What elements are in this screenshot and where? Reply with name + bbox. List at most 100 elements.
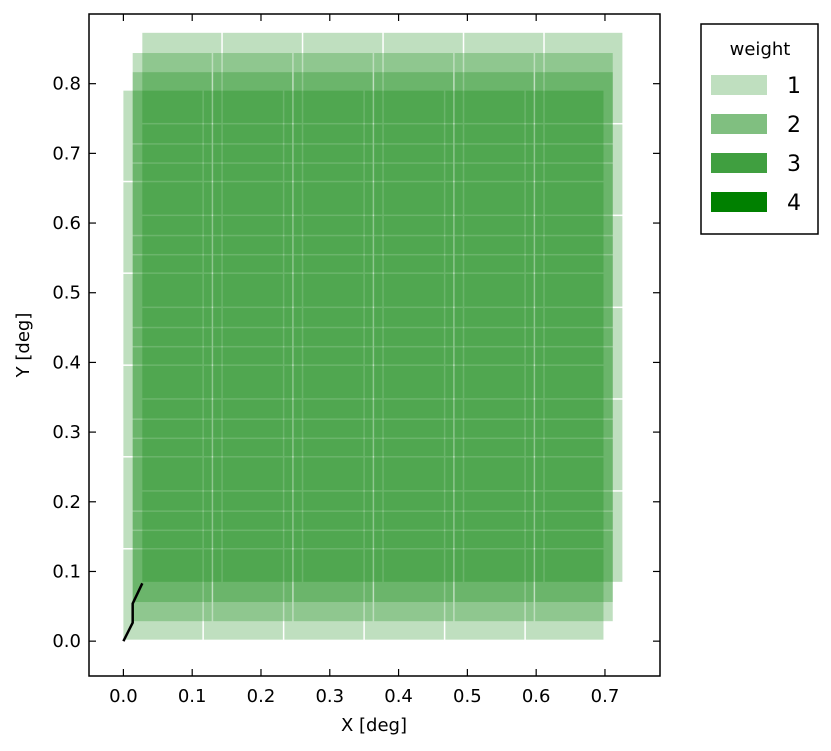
coverage-tile [445, 90, 525, 181]
coverage-tile [284, 90, 364, 181]
coverage-tile [454, 72, 534, 163]
coverage-tile [374, 72, 454, 163]
coverage-tile [464, 308, 544, 399]
dither-path [122, 582, 144, 642]
coverage-tile [222, 216, 302, 307]
coverage-tile [464, 399, 544, 491]
coverage-tile [525, 549, 604, 640]
coverage-tile [293, 511, 373, 603]
x-axis-ticks: 0.0 0.1 0.2 0.3 0.4 0.5 0.6 0.7 [109, 14, 619, 707]
y-tick-label: 0.5 [52, 283, 81, 304]
y-tick-label: 0.3 [52, 422, 81, 443]
coverage-tile [303, 399, 383, 491]
legend: weight 1 2 3 4 [700, 23, 819, 235]
coverage-tile [213, 144, 293, 235]
coverage-tile [544, 308, 623, 399]
coverage-tile [525, 365, 604, 457]
coverage-tile [374, 144, 454, 235]
coverage-tile [284, 365, 364, 457]
coverage-tile [213, 419, 293, 511]
coverage-tile [203, 90, 283, 181]
coverage-tile [293, 236, 373, 327]
coverage-tile [142, 399, 222, 491]
coverage-tile [213, 328, 293, 419]
coverage-tile [203, 457, 283, 549]
legend-swatch [711, 153, 767, 173]
coverage-tile [142, 491, 222, 582]
coverage-tile [454, 419, 534, 511]
coverage-tile [132, 511, 212, 603]
legend-label: 1 [787, 74, 801, 99]
coverage-tile [132, 419, 212, 511]
coverage-tile [464, 216, 544, 307]
coverage-tile [383, 216, 463, 307]
coverage-tile [293, 255, 373, 346]
coverage-tile [142, 124, 222, 215]
coverage-tile [544, 124, 623, 215]
coverage-tile [132, 72, 212, 163]
coverage-tile [132, 347, 212, 438]
coverage-tile [383, 308, 463, 399]
coverage-tile [535, 255, 613, 346]
coverage-tile [445, 182, 525, 273]
coverage-tile [284, 182, 364, 273]
coverage-tile [445, 273, 525, 365]
y-axis-ticks: 0.0 0.1 0.2 0.3 0.4 0.5 0.6 0.7 0.8 [52, 74, 660, 652]
dither-path-line [122, 582, 144, 642]
coverage-tile [544, 32, 623, 123]
coverage-tile [464, 491, 544, 582]
coverage-tile [123, 273, 203, 365]
coverage-tile [364, 365, 444, 457]
coverage-tile [293, 163, 373, 254]
coverage-tile [123, 365, 203, 457]
coverage-tile [132, 439, 212, 530]
coverage-tile [454, 328, 534, 419]
coverage-tile [454, 511, 534, 603]
coverage-tile [535, 328, 613, 419]
y-tick-label: 0.1 [52, 561, 81, 582]
coverage-tile [525, 182, 604, 273]
coverage-tile [213, 511, 293, 603]
weight-tiles [123, 32, 623, 640]
coverage-tile [222, 124, 302, 215]
coverage-tile [303, 216, 383, 307]
coverage-tile [222, 491, 302, 582]
coverage-tile [374, 347, 454, 438]
coverage-tile [284, 549, 364, 640]
coverage-tile [213, 72, 293, 163]
coverage-tile [454, 236, 534, 327]
coverage-tile [123, 90, 203, 181]
coverage-tile [132, 236, 212, 327]
plot-frame [88, 13, 661, 677]
coverage-tile [535, 511, 613, 603]
legend-label: 2 [787, 113, 801, 138]
dither-pass [123, 90, 604, 640]
coverage-tile [213, 53, 293, 144]
coverage-tile [454, 439, 534, 530]
coverage-tile [454, 255, 534, 346]
legend-label: 4 [787, 191, 801, 216]
coverage-tile [213, 163, 293, 254]
coverage-tile [535, 347, 613, 438]
coverage-tile [544, 491, 623, 582]
coverage-tile [132, 531, 212, 622]
coverage-tile [293, 347, 373, 438]
coverage-tile [535, 144, 613, 235]
y-tick-label: 0.4 [52, 352, 81, 373]
coverage-tile [142, 216, 222, 307]
coverage-tile [364, 549, 444, 640]
coverage-tile [445, 549, 525, 640]
coverage-tile [132, 144, 212, 235]
x-tick-label: 0.3 [315, 686, 344, 707]
dither-pass [132, 53, 613, 603]
coverage-tile [374, 531, 454, 622]
coverage-tile [535, 236, 613, 327]
coverage-tile [203, 273, 283, 365]
coverage-tile [535, 53, 613, 144]
y-tick-label: 0.7 [52, 143, 81, 164]
dither-pass [142, 32, 623, 582]
x-axis-label: X [deg] [341, 715, 407, 736]
y-tick-label: 0.2 [52, 492, 81, 513]
dither-pass [132, 72, 613, 622]
coverage-tile [293, 439, 373, 530]
